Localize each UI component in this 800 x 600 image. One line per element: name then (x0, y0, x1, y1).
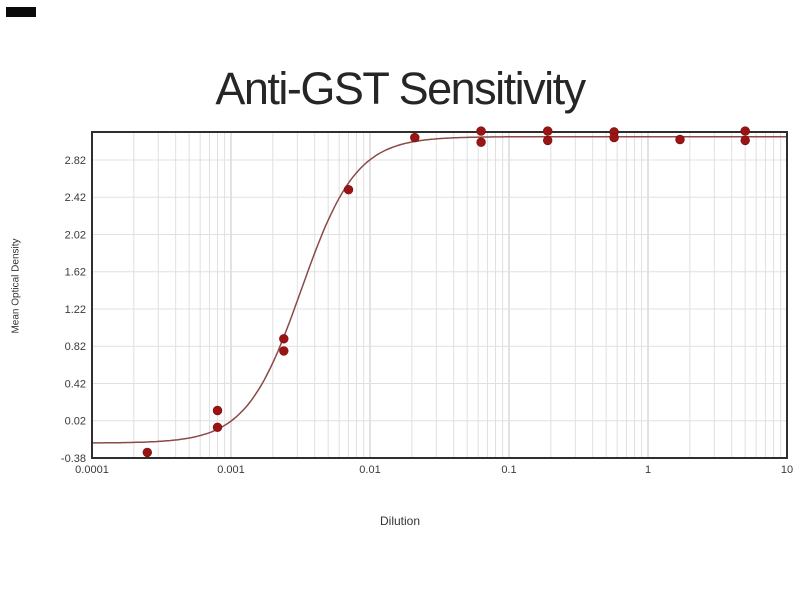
data-point (279, 334, 289, 344)
x-tick-label: 0.0001 (75, 464, 109, 476)
data-point (542, 135, 553, 146)
data-point (476, 126, 486, 136)
x-tick-labels: 0.0001 0.001 0.01 0.1 1 10 (75, 464, 793, 476)
data-point (410, 132, 420, 143)
y-tick-label: -0.38 (61, 453, 86, 465)
chart-title: Anti-GST Sensitivity (215, 63, 586, 114)
y-tick-label: 2.42 (65, 192, 86, 204)
y-tick-label: 2.82 (65, 155, 86, 167)
fit-curve (92, 135, 787, 444)
data-point (212, 422, 223, 432)
y-tick-label: 1.22 (65, 304, 86, 316)
corner-mark (6, 7, 36, 17)
gridlines (92, 132, 787, 458)
data-point (675, 134, 685, 145)
x-tick-label: 10 (781, 464, 793, 476)
data-point (609, 132, 619, 143)
data-point (212, 405, 223, 416)
x-tick-label: 0.1 (501, 464, 516, 476)
x-tick-label: 0.001 (217, 464, 245, 476)
data-point (279, 346, 289, 356)
y-tick-label: 0.42 (65, 378, 86, 390)
data-point (740, 135, 750, 146)
y-tick-labels: 2.82 2.42 2.02 1.62 1.22 0.82 0.42 0.02 -0.38 (61, 155, 86, 465)
y-tick-label: 0.02 (65, 416, 86, 428)
y-tick-label: 2.02 (65, 229, 86, 241)
x-tick-label: 1 (645, 464, 651, 476)
data-point (476, 137, 486, 147)
x-axis-title: Dilution (379, 514, 421, 528)
y-tick-label: 1.62 (65, 267, 86, 279)
data-point (740, 126, 750, 136)
data-point (542, 126, 553, 136)
plot-border (91, 131, 788, 459)
data-point (142, 447, 153, 458)
x-tick-label: 0.01 (359, 464, 380, 476)
y-tick-label: 0.82 (65, 341, 86, 353)
data-point (343, 185, 354, 195)
data-points (142, 126, 750, 458)
